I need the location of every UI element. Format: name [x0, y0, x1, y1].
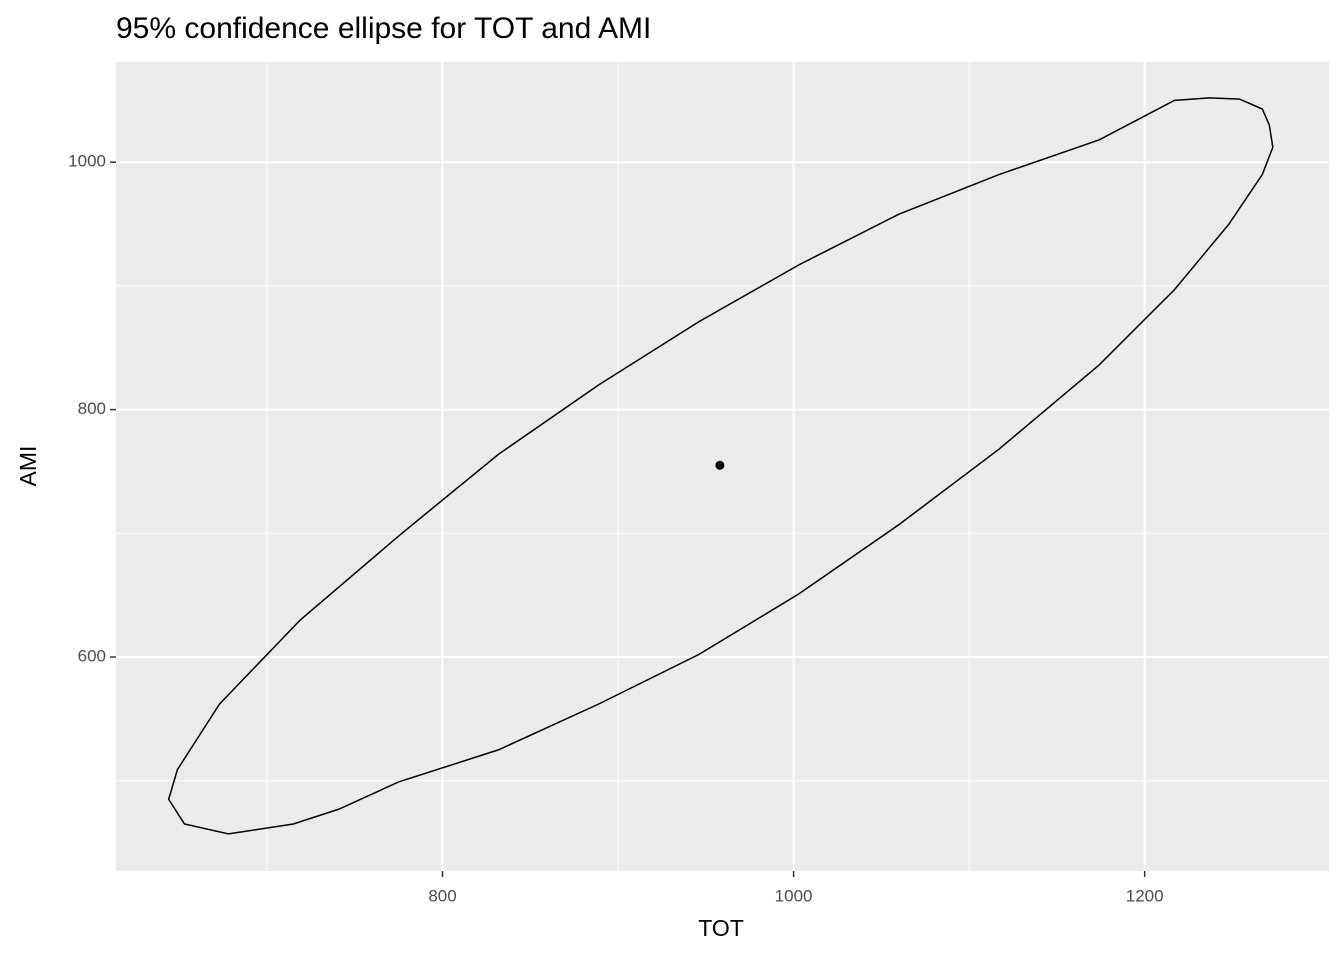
y-tick-label: 800 — [78, 399, 106, 418]
y-tick-label: 1000 — [68, 152, 106, 171]
x-tick-label: 1200 — [1126, 886, 1164, 905]
x-tick-label: 800 — [428, 886, 456, 905]
x-tick-label: 1000 — [775, 886, 813, 905]
chart-title: 95% confidence ellipse for TOT and AMI — [116, 12, 651, 45]
center-point — [715, 460, 725, 470]
grid — [116, 62, 1329, 871]
ellipse — [167, 97, 1274, 835]
marks — [167, 97, 1274, 835]
y-tick-label: 600 — [78, 646, 106, 665]
y-axis-title: AMI — [15, 446, 41, 487]
x-axis-title: TOT — [698, 915, 744, 941]
